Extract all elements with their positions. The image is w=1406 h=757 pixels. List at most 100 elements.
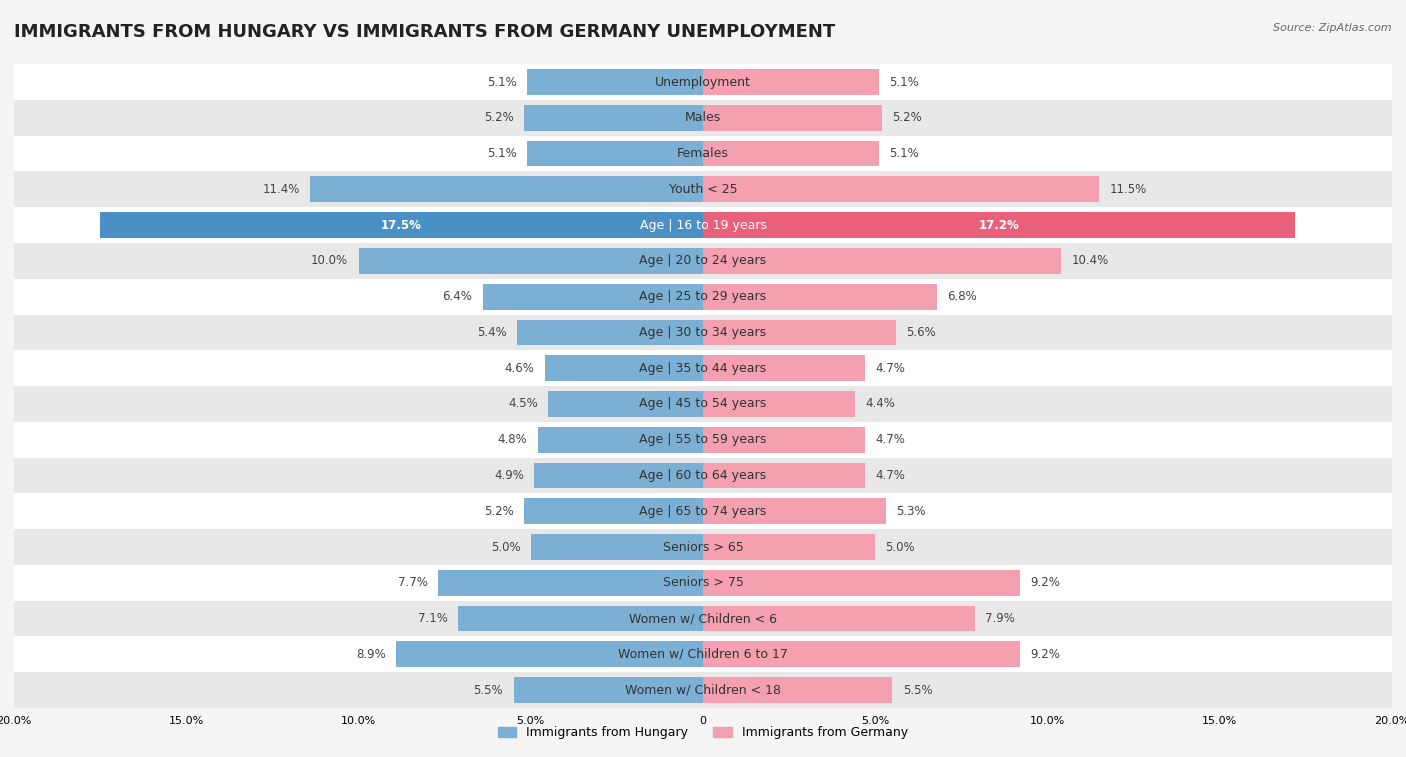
Text: 5.1%: 5.1% [889,76,918,89]
Bar [703,463,865,488]
Bar [527,141,703,167]
Bar [482,284,703,310]
Bar [14,458,1392,494]
Bar [458,606,703,631]
Text: 5.1%: 5.1% [889,147,918,160]
Bar [703,69,879,95]
Bar [534,463,703,488]
Text: Age | 30 to 34 years: Age | 30 to 34 years [640,326,766,339]
Text: Women w/ Children < 6: Women w/ Children < 6 [628,612,778,625]
Text: 7.9%: 7.9% [986,612,1015,625]
Bar [311,176,703,202]
Text: Age | 45 to 54 years: Age | 45 to 54 years [640,397,766,410]
Bar [548,391,703,417]
Text: 5.1%: 5.1% [488,76,517,89]
Text: 4.7%: 4.7% [875,362,905,375]
Bar [437,570,703,596]
Text: 7.7%: 7.7% [398,576,427,589]
Text: 7.1%: 7.1% [418,612,449,625]
Text: Unemployment: Unemployment [655,76,751,89]
Text: Age | 20 to 24 years: Age | 20 to 24 years [640,254,766,267]
Text: 5.6%: 5.6% [907,326,936,339]
Bar [359,248,703,274]
Bar [703,498,886,524]
Text: Age | 60 to 64 years: Age | 60 to 64 years [640,469,766,482]
Bar [14,350,1392,386]
Bar [14,314,1392,350]
Bar [524,498,703,524]
Text: 6.4%: 6.4% [443,290,472,303]
Bar [14,672,1392,708]
Bar [703,641,1019,667]
Bar [527,69,703,95]
Text: 5.4%: 5.4% [477,326,506,339]
Text: Seniors > 65: Seniors > 65 [662,540,744,553]
Bar [703,176,1099,202]
Text: Seniors > 75: Seniors > 75 [662,576,744,589]
Bar [14,64,1392,100]
Bar [14,136,1392,171]
Text: 4.5%: 4.5% [508,397,537,410]
Bar [703,284,938,310]
Text: Males: Males [685,111,721,124]
Text: 11.4%: 11.4% [263,183,299,196]
Bar [14,637,1392,672]
Text: 4.8%: 4.8% [498,433,527,446]
Text: Age | 65 to 74 years: Age | 65 to 74 years [640,505,766,518]
Text: Women w/ Children < 18: Women w/ Children < 18 [626,684,780,696]
Bar [100,212,703,238]
Text: 6.8%: 6.8% [948,290,977,303]
Text: 9.2%: 9.2% [1031,576,1060,589]
Bar [14,529,1392,565]
Text: 17.5%: 17.5% [381,219,422,232]
Text: 5.0%: 5.0% [491,540,520,553]
Bar [524,105,703,131]
Text: 10.0%: 10.0% [311,254,349,267]
Text: 9.2%: 9.2% [1031,648,1060,661]
Bar [531,534,703,560]
Bar [703,212,1295,238]
Text: Source: ZipAtlas.com: Source: ZipAtlas.com [1274,23,1392,33]
Text: Age | 35 to 44 years: Age | 35 to 44 years [640,362,766,375]
Bar [703,105,882,131]
Bar [14,243,1392,279]
Text: 4.9%: 4.9% [494,469,524,482]
Bar [703,319,896,345]
Text: 4.7%: 4.7% [875,469,905,482]
Bar [537,427,703,453]
Bar [703,391,855,417]
Text: 17.2%: 17.2% [979,219,1019,232]
Bar [517,319,703,345]
Text: 5.1%: 5.1% [488,147,517,160]
Bar [14,565,1392,601]
Bar [703,534,875,560]
Text: 4.4%: 4.4% [865,397,894,410]
Bar [703,678,893,703]
Bar [14,422,1392,458]
Text: 5.2%: 5.2% [484,111,513,124]
Text: 5.2%: 5.2% [893,111,922,124]
Bar [396,641,703,667]
Text: 5.5%: 5.5% [474,684,503,696]
Bar [544,355,703,381]
Text: 11.5%: 11.5% [1109,183,1147,196]
Text: Females: Females [678,147,728,160]
Bar [703,570,1019,596]
Text: IMMIGRANTS FROM HUNGARY VS IMMIGRANTS FROM GERMANY UNEMPLOYMENT: IMMIGRANTS FROM HUNGARY VS IMMIGRANTS FR… [14,23,835,41]
Bar [14,207,1392,243]
Text: Age | 16 to 19 years: Age | 16 to 19 years [640,219,766,232]
Bar [703,606,976,631]
Bar [513,678,703,703]
Bar [703,355,865,381]
Text: 10.4%: 10.4% [1071,254,1109,267]
Bar [14,279,1392,314]
Bar [703,427,865,453]
Text: Women w/ Children 6 to 17: Women w/ Children 6 to 17 [619,648,787,661]
Bar [14,100,1392,136]
Bar [703,141,879,167]
Text: 5.0%: 5.0% [886,540,915,553]
Bar [14,601,1392,637]
Bar [14,494,1392,529]
Legend: Immigrants from Hungary, Immigrants from Germany: Immigrants from Hungary, Immigrants from… [492,721,914,744]
Text: 4.6%: 4.6% [505,362,534,375]
